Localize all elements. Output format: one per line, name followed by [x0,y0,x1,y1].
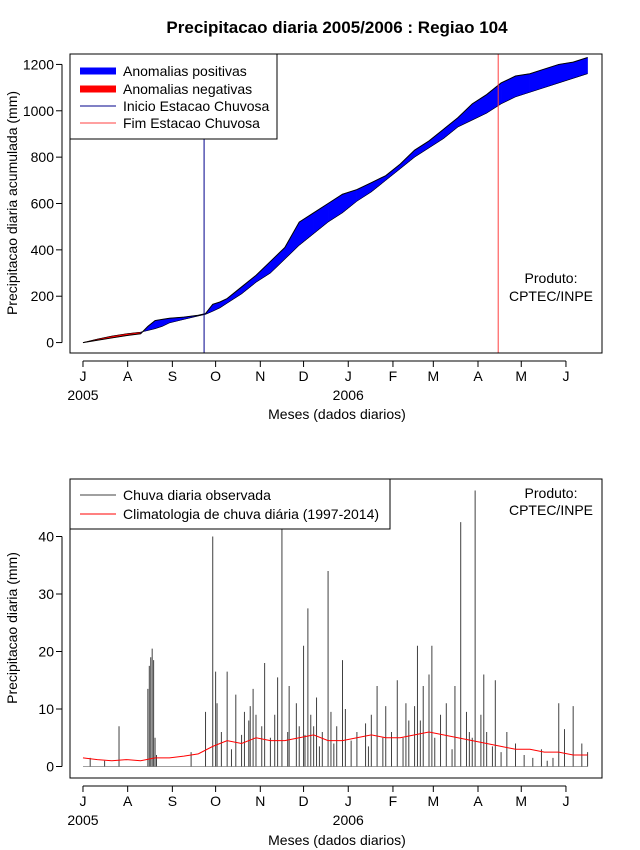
produto-org-bottom: CPTEC/INPE [509,502,593,518]
positive-anomaly-band [500,75,516,105]
positive-anomaly-band [356,182,372,202]
daily-x-axis: J A S O N D J F M A M J 2005 2006 [67,785,569,828]
positive-anomaly-band [270,246,286,274]
x-tick-label: N [255,793,265,809]
daily-y-axis: 0 10 20 30 40 [38,529,63,775]
produto-label-top: Produto: [525,270,578,286]
daily-y-label: Precipitacao diaria (mm) [4,552,20,704]
positive-anomaly-band [399,149,415,170]
y-tick-label: 1000 [23,103,54,119]
positive-anomaly-band [284,221,300,260]
cumulative-x-label: Meses (dados diarios) [268,406,406,422]
positive-anomaly-band [385,163,401,181]
x-tick-label: M [515,793,527,809]
year-label: 2006 [333,387,364,403]
positive-anomaly-band [558,61,574,84]
x-tick-label: M [427,368,439,384]
x-tick-label: M [515,368,527,384]
climatology-daily-line [82,731,588,762]
legend-label-onset: Inicio Estacao Chuvosa [123,98,270,114]
legend-label-observed: Chuva diaria observada [123,487,271,503]
x-tick-label: O [210,793,221,809]
positive-anomaly-band [572,57,588,79]
cumulative-plot-frame [69,53,603,354]
x-tick-label: D [298,368,308,384]
observed-daily-spikes [82,490,589,767]
observed-cumulative-line [82,57,588,344]
x-tick-label: M [427,793,439,809]
produto-org-top: CPTEC/INPE [509,288,593,304]
y-tick-label: 600 [31,196,55,212]
legend-label-climatology: Climatologia de chuva diária (1997-2014) [123,506,379,522]
cumulative-panel: 0 200 400 600 800 1000 1200 J A S O N D J F M A M J 2005 20… [4,53,603,422]
y-tick-label: 40 [38,529,54,545]
year-label: 2005 [67,387,98,403]
x-tick-label: F [389,793,398,809]
positive-anomaly-band [515,73,531,98]
chart-title: Precipitacao diaria 2005/2006 : Regiao 1… [166,18,508,37]
x-tick-label: O [210,368,221,384]
x-tick-label: J [79,368,86,384]
x-tick-label: J [79,793,86,809]
y-tick-label: 1200 [23,56,54,72]
x-tick-label: A [123,793,133,809]
x-tick-label: J [562,368,569,384]
x-tick-label: J [562,793,569,809]
cumulative-y-axis: 0 200 400 600 800 1000 1200 [23,56,63,351]
x-tick-label: N [255,368,265,384]
x-tick-label: D [298,793,308,809]
y-tick-label: 30 [38,586,54,602]
x-tick-label: S [168,368,177,384]
daily-legend: Chuva diaria observada Climatologia de c… [69,478,391,530]
x-tick-label: A [473,793,483,809]
daily-panel: 0 10 20 30 40 J A S O N D J F M A M J 2005 2006 Meses (da… [4,478,603,848]
cumulative-legend: Anomalias positivas Anomalias negativas … [69,53,278,140]
x-tick-label: F [389,368,398,384]
y-tick-label: 10 [38,701,54,717]
y-tick-label: 20 [38,644,54,660]
positive-anomaly-band [255,260,271,283]
cumulative-y-label: Precipitacao diaria acumulada (mm) [4,91,20,315]
x-tick-label: S [168,793,177,809]
y-tick-label: 200 [31,288,55,304]
y-tick-label: 0 [46,335,54,351]
cumulative-x-axis: J A S O N D J F M A M J 2005 2006 [67,360,569,403]
x-tick-label: J [345,793,352,809]
x-tick-label: A [473,368,483,384]
y-tick-label: 0 [46,759,54,775]
legend-label-end: Fim Estacao Chuvosa [123,115,260,131]
legend-label-positive: Anomalias positivas [123,63,247,79]
daily-x-label: Meses (dados diarios) [268,832,406,848]
climatology-cumulative-line [82,73,588,343]
legend-box [69,478,391,530]
produto-label-bottom: Produto: [525,485,578,501]
legend-label-negative: Anomalias negativas [123,81,252,97]
positive-anomaly-band [471,94,487,121]
year-label: 2006 [333,812,364,828]
x-tick-label: J [345,368,352,384]
y-tick-label: 800 [31,149,55,165]
y-tick-label: 400 [31,242,55,258]
positive-anomaly-band [371,175,386,193]
year-label: 2005 [67,812,98,828]
x-tick-label: A [123,368,133,384]
